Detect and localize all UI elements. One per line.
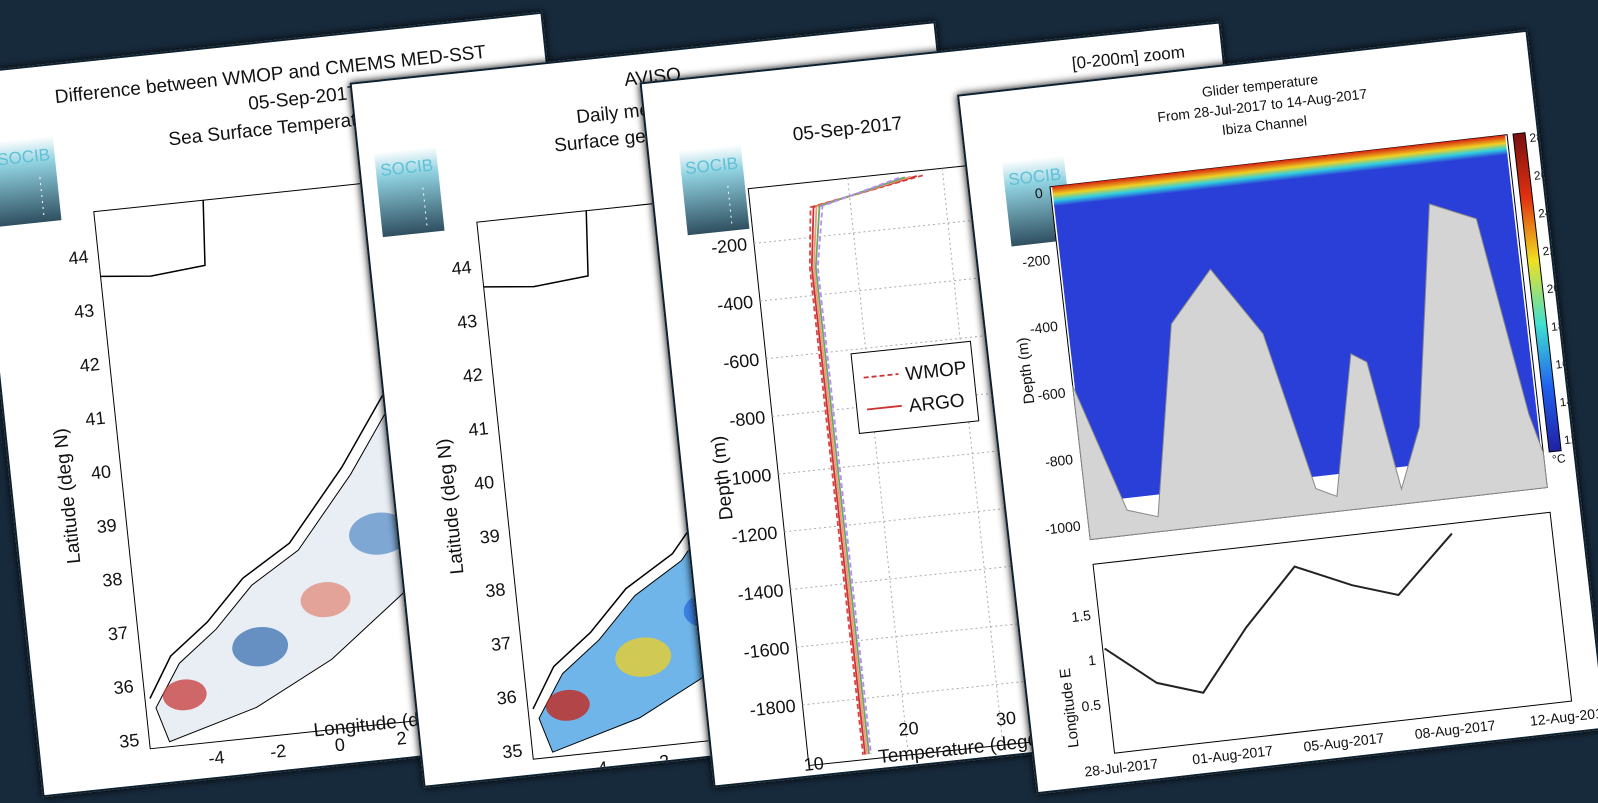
title-line: [0-200m] zoom (1071, 42, 1186, 73)
x-tick-label: 28-Jul-2017 (1084, 755, 1159, 779)
x-tick-label: 10 (803, 753, 825, 775)
colorbar-unit: °C (1551, 451, 1566, 466)
y-tick-label: -600 (722, 350, 760, 374)
colorbar-tick-label: 18 (1550, 318, 1565, 333)
y-axis-label: Latitude (deg N) (433, 438, 468, 576)
colorbar-tick-label: 16 (1555, 356, 1570, 371)
x-tick-label: 20 (898, 718, 920, 740)
y-tick-label: -200 (710, 234, 748, 258)
y-tick-label: -1600 (743, 638, 791, 663)
y-tick-label: 38 (484, 579, 506, 601)
x-tick-label: 05-Aug-2017 (1303, 730, 1385, 755)
x-tick-label: -4 (208, 747, 226, 769)
y-tick-label: -1200 (731, 523, 779, 548)
colorbar-tick-label: 28 (1529, 130, 1544, 145)
colorbar-tick-label: 20 (1546, 281, 1561, 296)
y-tick-label: 43 (456, 311, 478, 333)
colorbar-tick-label: 26 (1533, 167, 1548, 182)
x-tick-label: 08-Aug-2017 (1414, 717, 1496, 742)
y-axis-label: Depth (m) (708, 435, 738, 521)
x-tick-label: 30 (995, 708, 1017, 730)
y-tick-label: 40 (90, 461, 112, 483)
y-tick-label: -400 (716, 292, 754, 316)
y-tick-label: 37 (490, 633, 512, 655)
y-tick-label: 38 (101, 569, 123, 591)
y-tick-label: 41 (84, 408, 106, 430)
y-tick-label: 40 (473, 472, 495, 494)
y-tick-label: 36 (496, 687, 518, 709)
y-tick-label: 42 (462, 364, 484, 386)
y-tick-label: -400 (1029, 318, 1059, 337)
y-axis-label: Longitude E (1057, 667, 1083, 748)
y-tick-label: 37 (107, 623, 129, 645)
y-tick-label: 35 (118, 730, 140, 752)
x-tick-label: -2 (269, 741, 287, 763)
y-tick-label: 39 (479, 526, 501, 548)
x-tick-label: -4 (591, 758, 609, 780)
y-tick-label: -800 (1044, 451, 1074, 470)
y-tick-label: 39 (96, 515, 118, 537)
y-tick-label: 41 (467, 418, 489, 440)
legend-box (851, 341, 979, 433)
y-tick-label: -200 (1021, 251, 1051, 270)
lower-plot (1093, 512, 1572, 753)
colorbar-tick-label: 12 (1563, 432, 1578, 447)
title-line: 05-Sep-2017 (247, 83, 358, 115)
y-tick-label: 36 (113, 676, 135, 698)
y-axis-label: Depth (m) (1014, 337, 1038, 405)
y-tick-label: -600 (1037, 384, 1067, 403)
y-tick-label: 1 (1087, 652, 1097, 669)
x-tick-label: 12-Aug-201 (1529, 705, 1598, 729)
y-tick-label: 44 (67, 247, 89, 269)
y-tick-label: 35 (501, 740, 523, 762)
x-tick-label: 01-Aug-2017 (1191, 742, 1273, 767)
colorbar-tick-label: 24 (1537, 205, 1552, 220)
y-tick-label: 43 (73, 300, 95, 322)
y-tick-label: -1000 (1044, 518, 1082, 538)
title-line: 05-Sep-2017 (792, 113, 903, 145)
page: Difference between WMOP and CMEMS MED-SS… (0, 0, 1598, 803)
y-axis-label: Latitude (deg N) (50, 427, 85, 565)
colorbar-tick-label: 14 (1559, 394, 1574, 409)
y-tick-label: -1400 (737, 580, 785, 605)
y-tick-label: -800 (728, 407, 766, 431)
y-tick-label: -1800 (749, 696, 797, 721)
y-tick-label: 1.5 (1070, 607, 1091, 625)
y-tick-label: 0.5 (1081, 696, 1102, 714)
y-tick-label: 44 (451, 257, 473, 279)
y-tick-label: 42 (79, 354, 101, 376)
colorbar-tick-label: 22 (1542, 243, 1557, 258)
x-tick-label: -2 (652, 751, 670, 773)
